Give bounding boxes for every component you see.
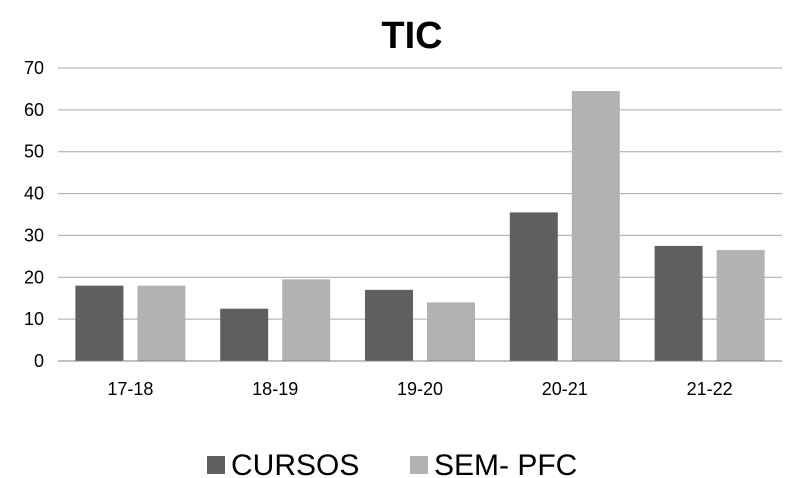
bar-cursos-21-22 xyxy=(654,245,703,361)
y-tick-label: 50 xyxy=(24,142,44,162)
legend-label: SEM- PFC xyxy=(434,449,577,478)
bars xyxy=(75,91,765,362)
bar-sem-pfc-18-19 xyxy=(282,279,331,361)
y-tick-label: 0 xyxy=(34,351,44,371)
bar-cursos-19-20 xyxy=(365,289,413,361)
x-axis-ticks: 17-18 18-19 19-20 20-21 21-22 xyxy=(107,379,732,399)
y-tick-label: 20 xyxy=(24,267,44,287)
bar-cursos-20-21 xyxy=(509,212,558,361)
chart-title: TIC xyxy=(381,15,442,57)
y-tick-label: 60 xyxy=(24,100,44,120)
y-tick-label: 10 xyxy=(24,309,44,329)
y-tick-label: 30 xyxy=(24,225,44,245)
bar-cursos-17-18 xyxy=(75,285,124,361)
bar-sem-pfc-21-22 xyxy=(716,250,765,361)
bar-sem-pfc-17-18 xyxy=(137,285,186,361)
bar-cursos-18-19 xyxy=(220,308,269,361)
bar-sem-pfc-20-21 xyxy=(571,91,620,362)
y-axis-ticks: 0 10 20 30 40 50 60 70 xyxy=(24,58,44,371)
legend: CURSOS SEM- PFC xyxy=(207,449,577,478)
y-tick-label: 40 xyxy=(24,184,44,204)
x-tick-label: 18-19 xyxy=(252,379,298,399)
y-tick-label: 70 xyxy=(24,58,44,78)
x-tick-label: 19-20 xyxy=(397,379,443,399)
gridlines xyxy=(58,67,782,320)
bar-sem-pfc-19-20 xyxy=(427,302,475,361)
x-tick-label: 20-21 xyxy=(542,379,588,399)
legend-swatch xyxy=(207,456,225,474)
x-tick-label: 21-22 xyxy=(687,379,733,399)
legend-swatch xyxy=(410,456,428,474)
legend-label: CURSOS xyxy=(231,449,359,478)
x-tick-label: 17-18 xyxy=(107,379,153,399)
